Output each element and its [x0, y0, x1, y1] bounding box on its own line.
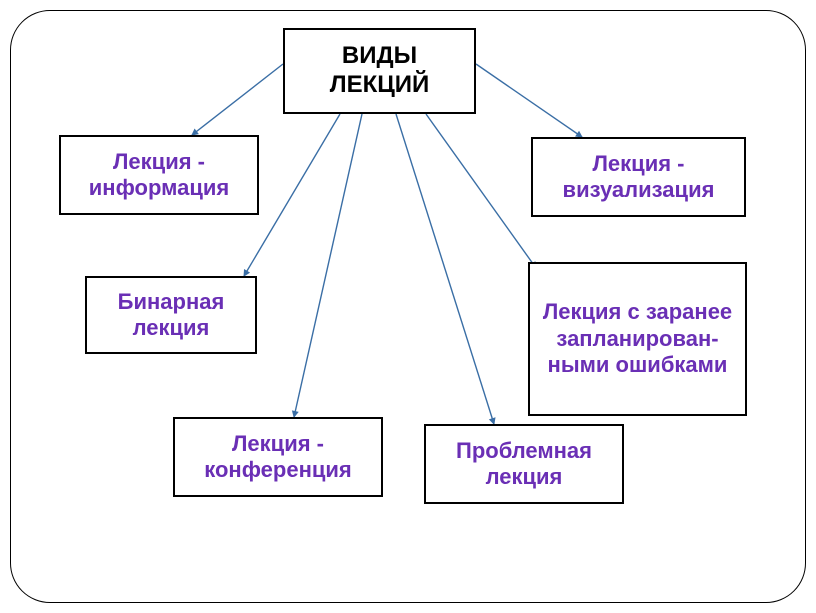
child-node-problem: Проблемная лекция [424, 424, 624, 504]
child-node-conf: Лекция - конференция [173, 417, 383, 497]
root-node-title: ВИДЫ ЛЕКЦИЙ [283, 28, 476, 114]
child-node-label: Лекция - конференция [183, 431, 373, 484]
child-node-label: Бинарная лекция [95, 289, 247, 342]
child-node-label: Лекция - информация [69, 149, 249, 202]
child-node-errors: Лекция с заранее запланирован­ными ошибк… [528, 262, 747, 416]
child-node-info: Лекция - информация [59, 135, 259, 215]
child-node-label: Проблемная лекция [434, 438, 614, 491]
root-node-label: ВИДЫ ЛЕКЦИЙ [293, 42, 466, 100]
child-node-label: Лекция с заранее запланирован­ными ошибк… [538, 299, 737, 378]
child-node-label: Лекция - визуализация [541, 151, 736, 204]
child-node-visual: Лекция - визуализация [531, 137, 746, 217]
child-node-binary: Бинарная лекция [85, 276, 257, 354]
